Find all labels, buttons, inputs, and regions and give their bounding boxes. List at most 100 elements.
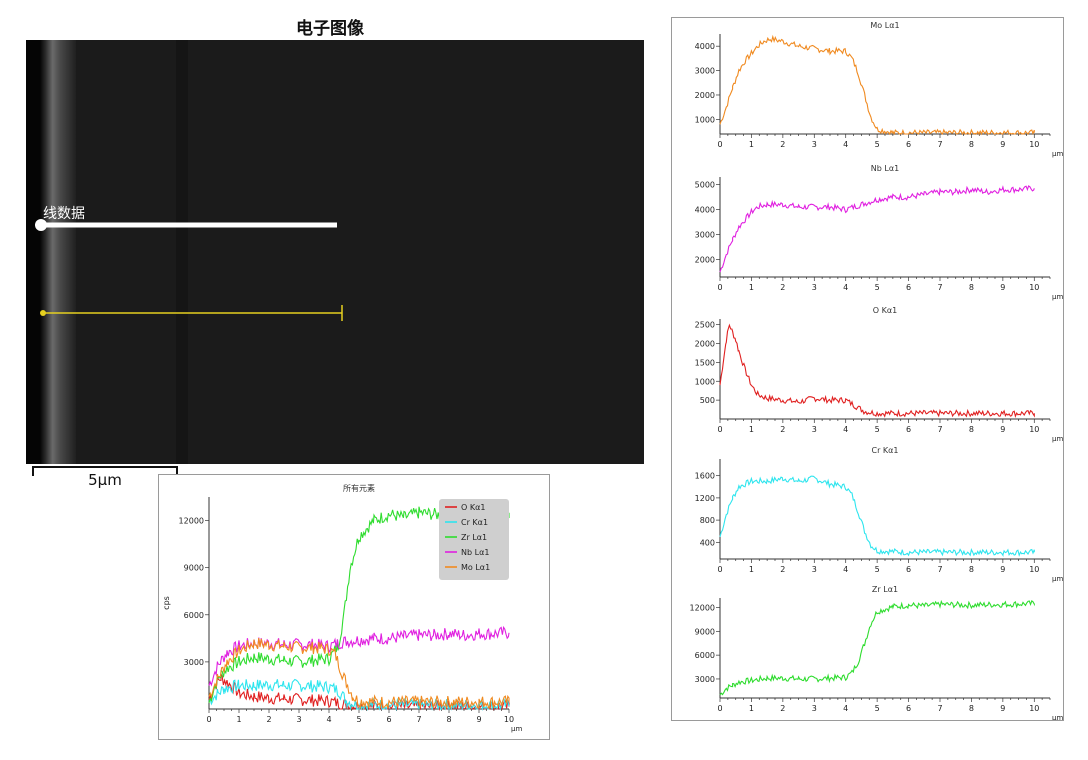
nb-x-tick-label: 4 (843, 283, 848, 292)
mo-x-tick-label: 2 (780, 140, 785, 149)
mo-y-tick-label: 3000 (695, 67, 715, 76)
cr-x-tick-label: 6 (906, 565, 911, 574)
electron-image-canvas: 线数据 (26, 40, 644, 464)
o-chart-svg: O Kα1 0 1 2 3 4 5 6 7 8 9 10 500 1000 1500 2000 2500 μm (695, 306, 1063, 443)
o-x-tick-label: 3 (812, 425, 817, 434)
cr-x-tick-label: 7 (937, 565, 942, 574)
all-x-tick-label: 8 (446, 715, 451, 724)
o-y-tick-label: 2500 (695, 321, 715, 330)
o-chart-title: O Kα1 (873, 306, 897, 315)
zr-y-tick-label: 3000 (695, 675, 715, 684)
o-x-tick-label: 9 (1000, 425, 1005, 434)
mo-series-line-0 (719, 34, 1035, 136)
all-legend-entry: O Kα1 (461, 503, 485, 512)
mo-x-tick-label: 7 (937, 140, 942, 149)
cr-y-tick-label: 1600 (695, 472, 715, 481)
nb-y-tick-label: 4000 (695, 206, 715, 215)
cr-x-unit: μm (1052, 575, 1063, 583)
all-chart-title: 所有元素 (343, 483, 375, 493)
mo-x-tick-label: 1 (749, 140, 754, 149)
mo-y-tick-label: 2000 (695, 91, 715, 100)
cr-x-tick-label: 10 (1029, 565, 1039, 574)
zr-x-tick-label: 8 (969, 704, 974, 713)
all-y-tick-label: 3000 (184, 658, 204, 667)
zr-x-tick-label: 5 (875, 704, 880, 713)
nb-series-line-0 (719, 185, 1035, 273)
o-x-tick-label: 6 (906, 425, 911, 434)
element-profile-panel: Mo Lα1 0 1 2 3 4 5 6 7 8 9 10 1000 2000 3000 4000 μm Nb … (671, 17, 1064, 721)
all-x-tick-label: 0 (206, 715, 211, 724)
all-x-tick-label: 10 (504, 715, 514, 724)
mo-x-unit: μm (1052, 150, 1063, 158)
nb-x-tick-label: 2 (780, 283, 785, 292)
nb-x-tick-label: 9 (1000, 283, 1005, 292)
nb-x-tick-label: 1 (749, 283, 754, 292)
zr-x-tick-label: 1 (749, 704, 754, 713)
zr-x-tick-label: 2 (780, 704, 785, 713)
all-x-tick-label: 4 (326, 715, 331, 724)
o-y-tick-label: 500 (700, 396, 715, 405)
zr-x-tick-label: 3 (812, 704, 817, 713)
o-x-tick-label: 7 (937, 425, 942, 434)
nb-x-tick-label: 6 (906, 283, 911, 292)
all-series-line-4 (208, 638, 510, 710)
scale-bar-label: 5μm (88, 471, 122, 489)
o-x-tick-label: 0 (717, 425, 722, 434)
cr-x-tick-label: 0 (717, 565, 722, 574)
nb-x-tick-label: 3 (812, 283, 817, 292)
nb-x-tick-label: 10 (1029, 283, 1039, 292)
zr-x-tick-label: 10 (1029, 704, 1039, 713)
all-legend-entry: Cr Kα1 (461, 518, 488, 527)
cr-x-tick-label: 5 (875, 565, 880, 574)
all-series-line-0 (208, 673, 510, 712)
zr-chart-svg: Zr Lα1 0 1 2 3 4 5 6 7 8 9 10 3000 6000 9000 12000 μm (690, 585, 1063, 720)
mo-x-tick-label: 5 (875, 140, 880, 149)
cr-series-line-0 (719, 475, 1035, 557)
o-x-tick-label: 10 (1029, 425, 1039, 434)
all-y-tick-label: 6000 (184, 611, 204, 620)
cr-y-tick-label: 400 (700, 538, 715, 547)
line-data-marker (35, 219, 337, 231)
zr-x-tick-label: 4 (843, 704, 848, 713)
zr-chart-title: Zr Lα1 (872, 585, 898, 594)
all-x-tick-label: 7 (416, 715, 421, 724)
o-series-line-0 (719, 323, 1035, 418)
cr-x-tick-label: 2 (780, 565, 785, 574)
zr-y-tick-label: 6000 (695, 651, 715, 660)
all-x-tick-label: 6 (386, 715, 391, 724)
nb-y-tick-label: 3000 (695, 231, 715, 240)
cr-chart-title: Cr Kα1 (871, 446, 898, 455)
scan-line (40, 305, 343, 321)
zr-y-tick-label: 12000 (690, 604, 715, 613)
nb-x-tick-label: 8 (969, 283, 974, 292)
zr-x-tick-label: 6 (906, 704, 911, 713)
all-y-tick-label: 9000 (184, 564, 204, 573)
mo-x-tick-label: 3 (812, 140, 817, 149)
all-x-tick-label: 9 (476, 715, 481, 724)
zr-x-tick-label: 0 (717, 704, 722, 713)
zr-x-tick-label: 7 (937, 704, 942, 713)
line-data-label: 线数据 (43, 206, 85, 222)
nb-chart-title: Nb Lα1 (871, 164, 899, 173)
all-y-tick-label: 12000 (179, 517, 204, 526)
o-y-tick-label: 1500 (695, 358, 715, 367)
mo-x-tick-label: 8 (969, 140, 974, 149)
all-y-label: cps (162, 596, 171, 610)
nb-x-tick-label: 7 (937, 283, 942, 292)
nb-chart-svg: Nb Lα1 0 1 2 3 4 5 6 7 8 9 10 2000 3000 4000 5000 μm (695, 164, 1063, 301)
mo-chart-svg: Mo Lα1 0 1 2 3 4 5 6 7 8 9 10 1000 2000 3000 4000 μm (695, 21, 1063, 158)
all-elements-chart: 所有元素 0 1 2 3 4 5 6 7 8 9 10 3000 6000 9000 12000 μm cps O … (158, 474, 550, 740)
cr-y-tick-label: 800 (700, 516, 715, 525)
o-x-tick-label: 8 (969, 425, 974, 434)
mo-y-tick-label: 4000 (695, 42, 715, 51)
o-y-tick-label: 1000 (695, 377, 715, 386)
all-legend-entry: Mo Lα1 (461, 563, 490, 572)
cr-x-tick-label: 8 (969, 565, 974, 574)
cr-x-tick-label: 4 (843, 565, 848, 574)
o-x-tick-label: 1 (749, 425, 754, 434)
nb-x-unit: μm (1052, 293, 1063, 301)
all-legend-entry: Zr Lα1 (461, 533, 487, 542)
zr-x-tick-label: 9 (1000, 704, 1005, 713)
mo-x-tick-label: 10 (1029, 140, 1039, 149)
cr-y-tick-label: 1200 (695, 494, 715, 503)
